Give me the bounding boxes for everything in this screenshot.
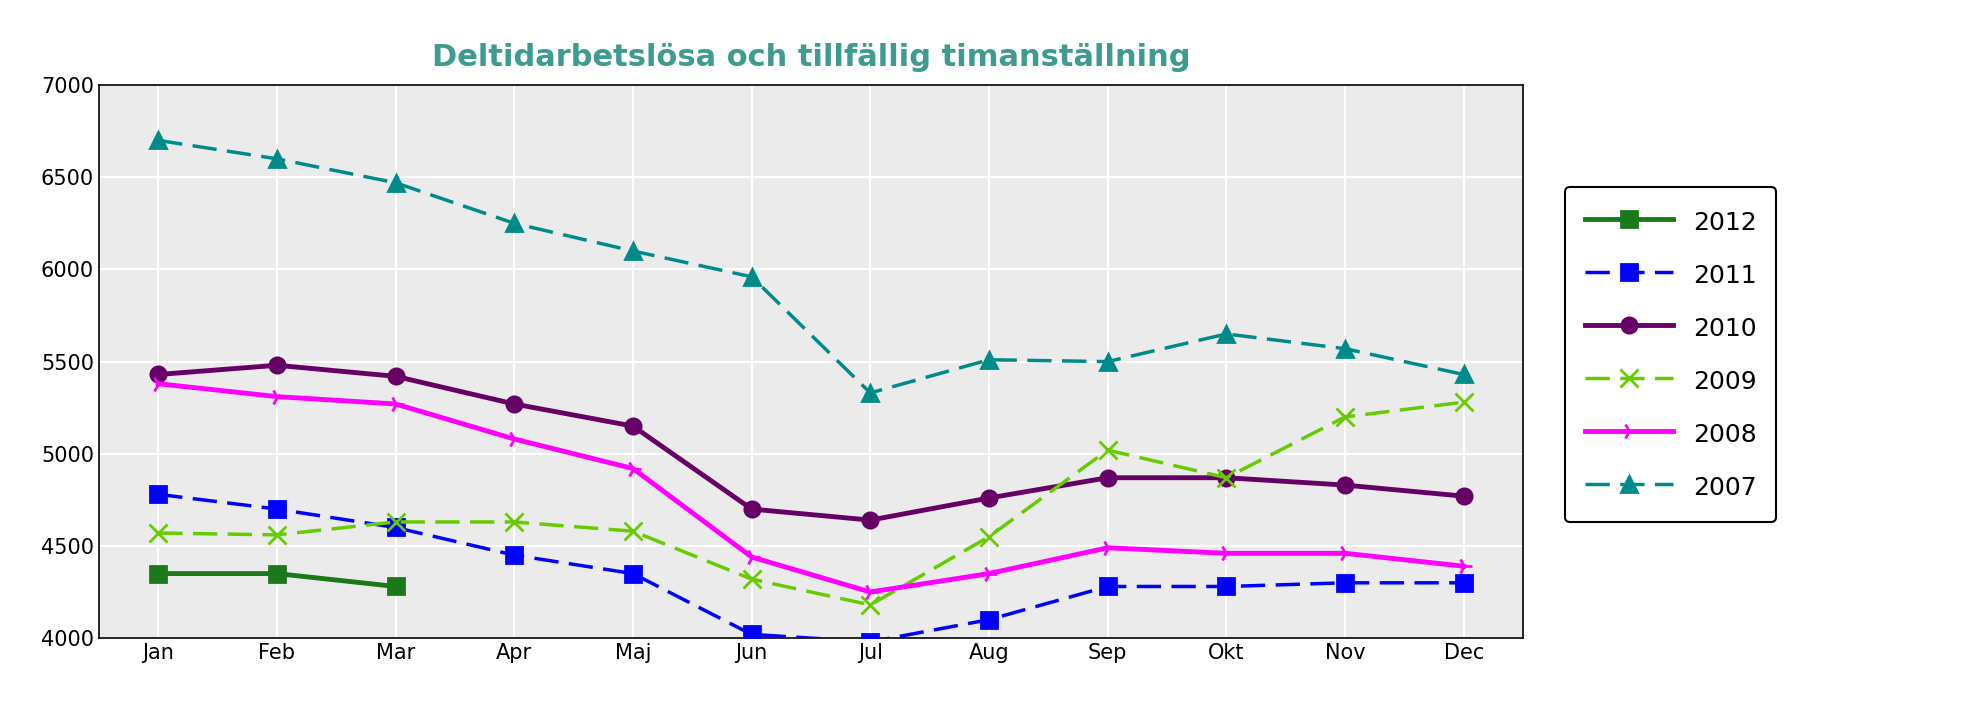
Title: Deltidarbetslösa och tillfällig timanställning: Deltidarbetslösa och tillfällig timanstä…	[431, 43, 1191, 72]
Legend: 2012, 2011, 2010, 2009, 2008, 2007: 2012, 2011, 2010, 2009, 2008, 2007	[1565, 186, 1776, 523]
